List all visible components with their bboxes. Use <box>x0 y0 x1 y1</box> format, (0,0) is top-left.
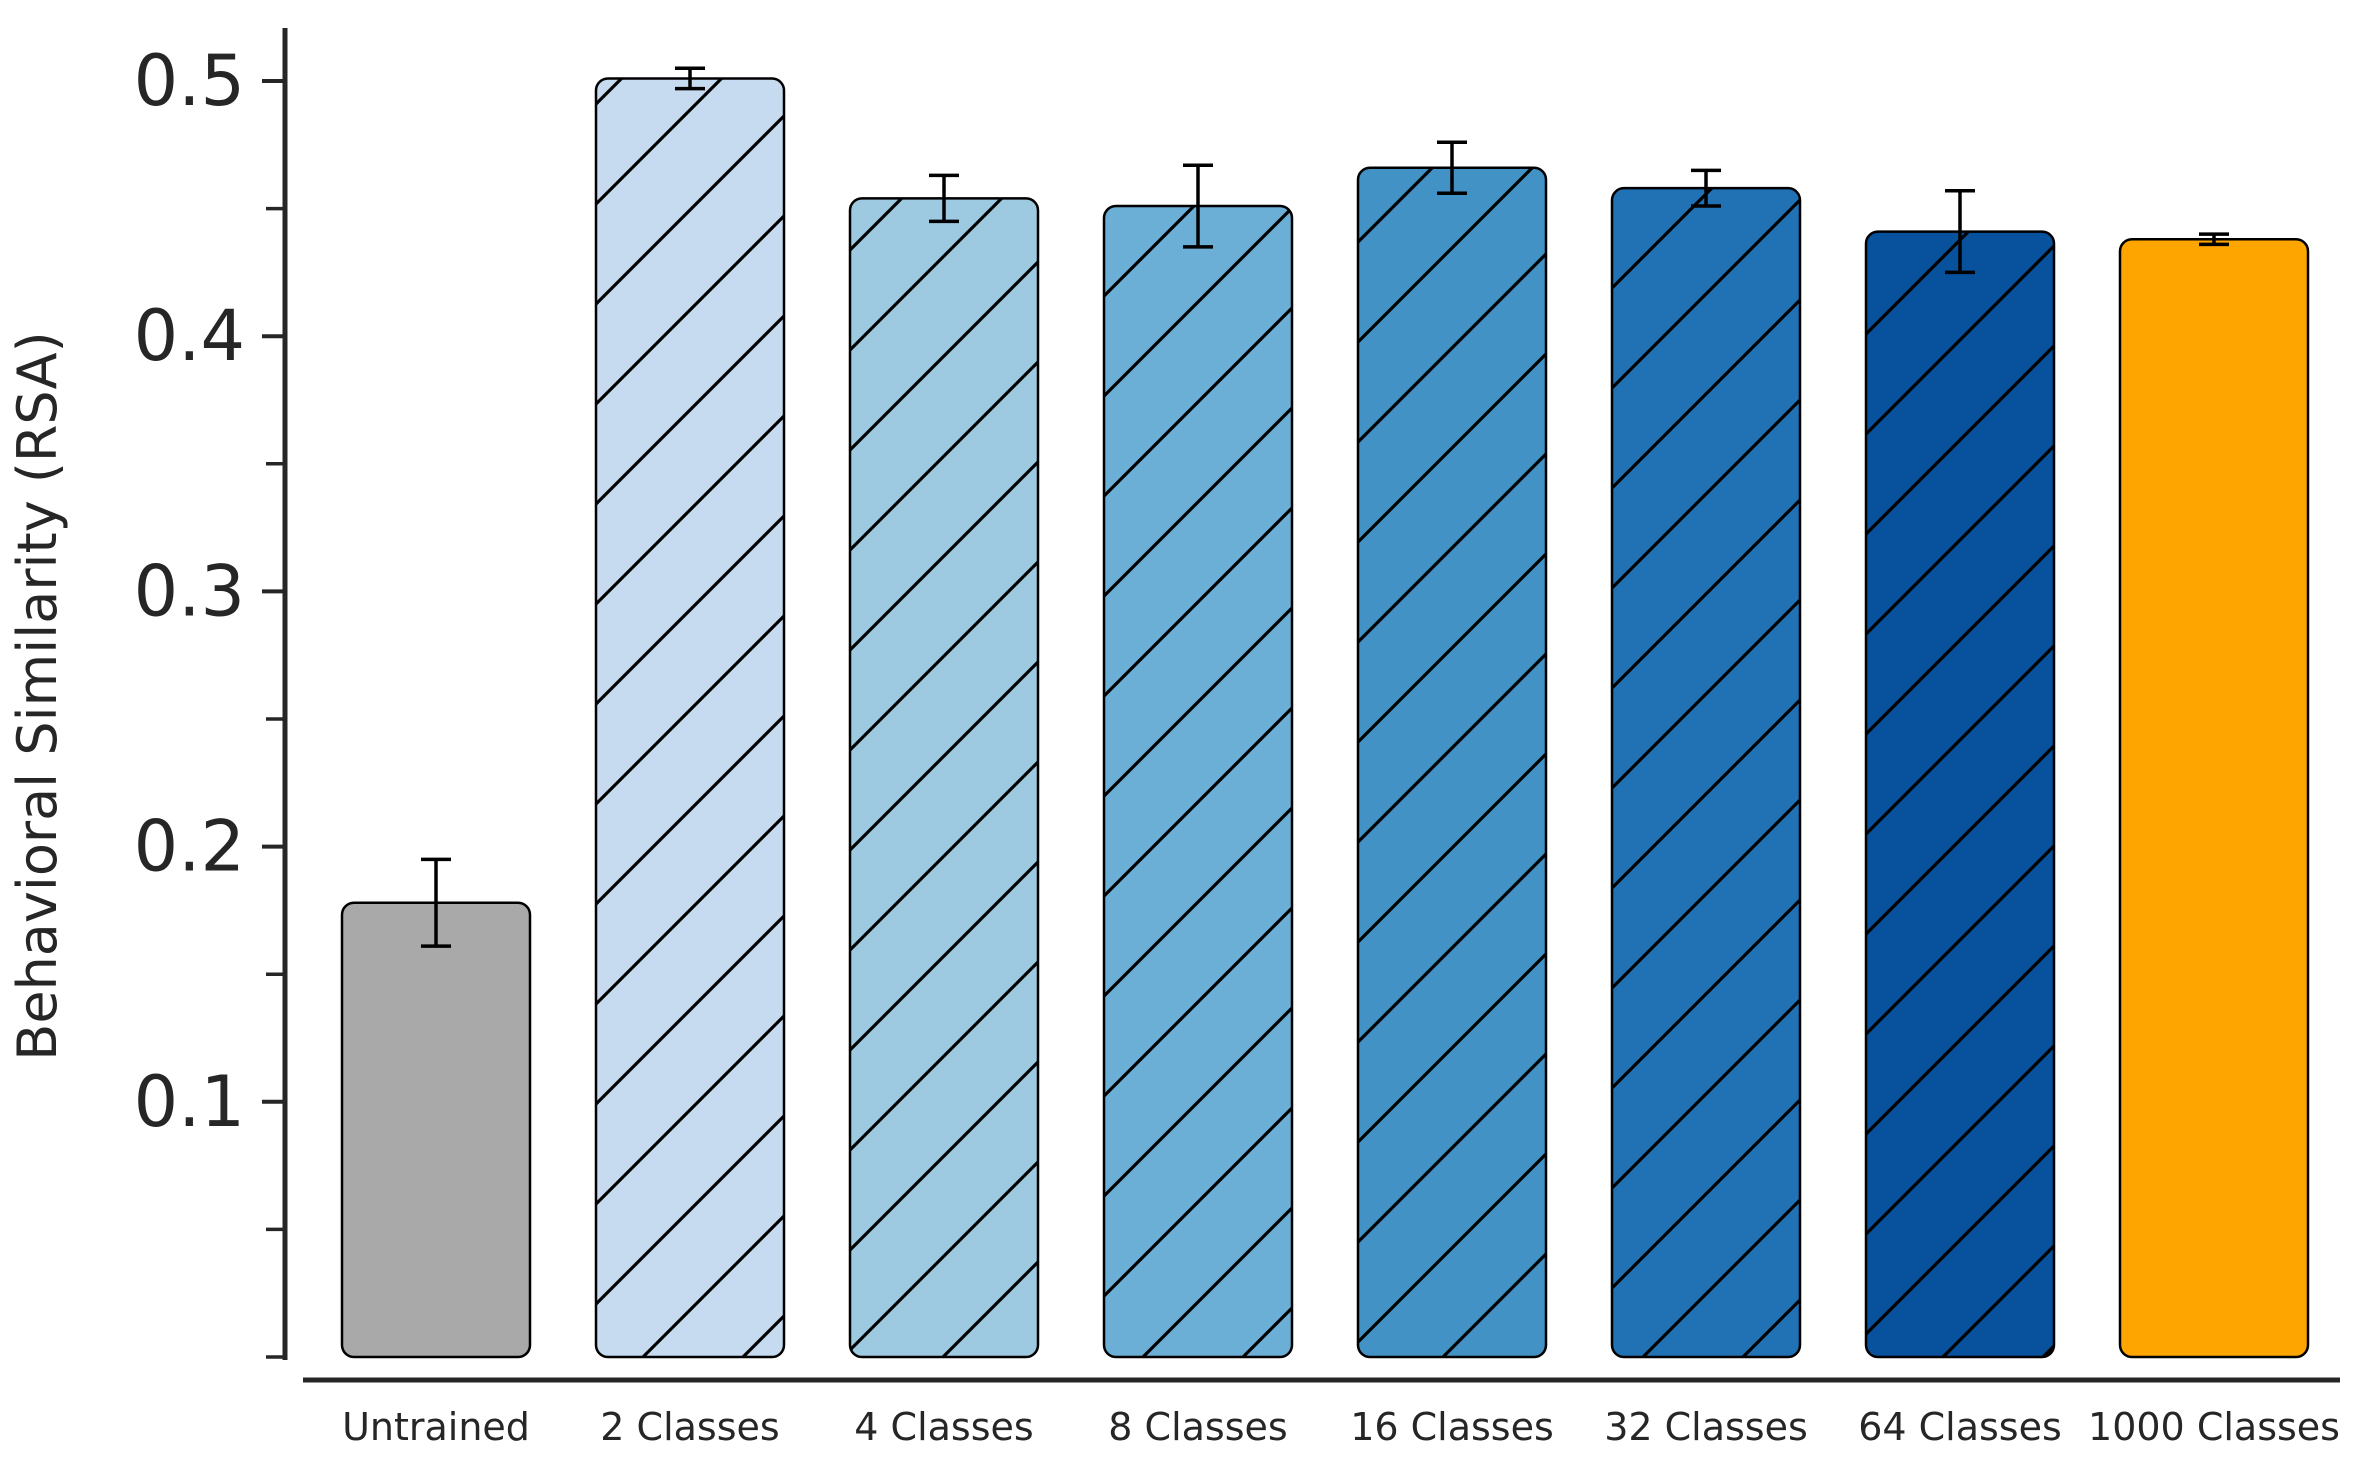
error-bar-16-classes <box>1437 140 1467 196</box>
y-tick-label: 0.5 <box>134 40 245 122</box>
bar-hatch-64-classes <box>1866 231 2054 1357</box>
bars-group <box>340 77 2310 1359</box>
y-tick-label: 0.4 <box>134 295 245 377</box>
bar-hatch-16-classes <box>1358 167 1546 1357</box>
bar-hatch-8-classes <box>1104 206 1292 1358</box>
x-tick-label-1000-classes: 1000 Classes <box>2088 1405 2340 1449</box>
error-bar-4-classes <box>929 173 959 224</box>
error-bar-64-classes <box>1945 188 1975 275</box>
error-bar-8-classes <box>1183 163 1213 249</box>
bar-hatch-2-classes <box>596 78 784 1357</box>
error-bars-group <box>421 66 2229 948</box>
y-tick-label: 0.2 <box>134 806 245 888</box>
y-axis-title: Behavioral Similarity (RSA) <box>6 331 69 1060</box>
x-tick-label-16-classes: 16 Classes <box>1350 1405 1554 1449</box>
error-bar-1000-classes <box>2199 232 2229 247</box>
y-ticks-group: 0.1 0.2 0.3 0.4 0.5 <box>134 40 285 1359</box>
x-tick-label-4-classes: 4 Classes <box>854 1405 1033 1449</box>
y-tick-label: 0.1 <box>134 1061 245 1143</box>
bar-1000-classes <box>2120 239 2308 1357</box>
x-tick-label-64-classes: 64 Classes <box>1858 1405 2062 1449</box>
x-tick-label-8-classes: 8 Classes <box>1108 1405 1287 1449</box>
x-tick-label-32-classes: 32 Classes <box>1604 1405 1808 1449</box>
bar-hatch-32-classes <box>1612 188 1800 1358</box>
x-labels-group: Untrained 2 Classes 4 Classes 8 Classes 16 C… <box>342 1405 2340 1449</box>
bar-untrained <box>342 902 530 1357</box>
x-tick-label-untrained: Untrained <box>342 1405 530 1449</box>
error-bar-untrained <box>421 857 451 948</box>
bar-hatch-4-classes <box>850 198 1038 1358</box>
error-bar-32-classes <box>1691 168 1721 208</box>
y-tick-label: 0.3 <box>134 550 245 632</box>
error-bar-2-classes <box>675 66 705 91</box>
x-tick-label-2-classes: 2 Classes <box>600 1405 779 1449</box>
